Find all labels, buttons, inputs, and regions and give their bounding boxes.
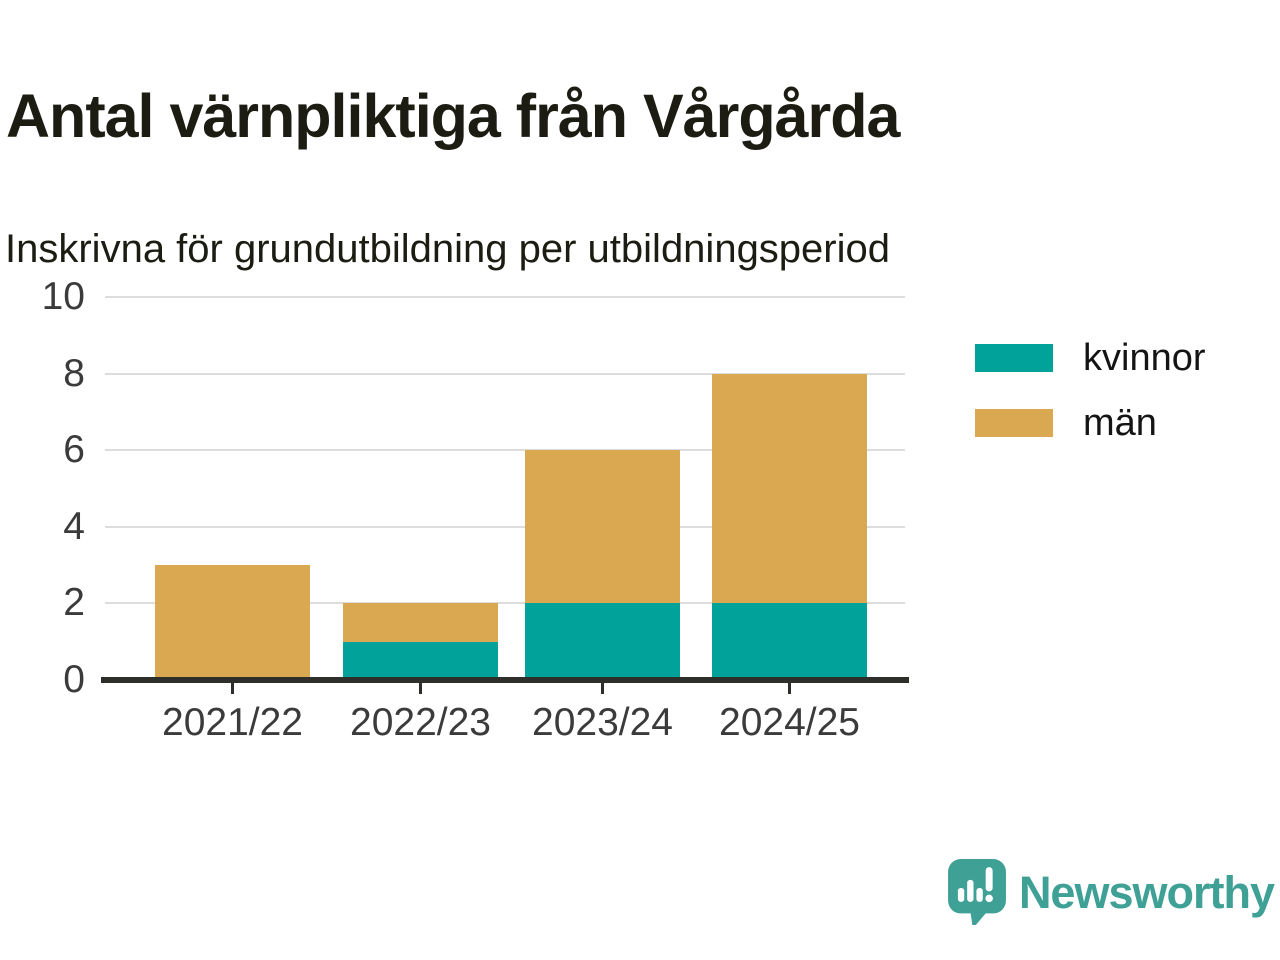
bar-segment-män [712, 373, 867, 604]
bar-segment-män [343, 603, 498, 642]
gridline [105, 525, 905, 528]
x-axis-tick [601, 680, 604, 694]
bar-segment-män [525, 450, 680, 604]
x-axis-tick-label: 2021/22 [162, 701, 303, 744]
x-axis-tick [419, 680, 422, 694]
y-axis-tick-label: 0 [63, 658, 85, 701]
y-axis-tick-label: 6 [63, 428, 85, 472]
chart-area: 0 2 4 6 8 10 2021/22 2022/23 2023/24 2024/25 [42, 275, 909, 744]
brand-lockup: Newsworthy [947, 859, 1275, 925]
legend-label: män [1083, 402, 1157, 444]
x-axis-tick-label: 2022/23 [350, 701, 491, 744]
legend-item: kvinnor [975, 339, 1206, 377]
gridline [105, 449, 905, 452]
page-subtitle: Inskrivna för grundutbildning per utbild… [5, 227, 890, 272]
bar-segment-kvinnor [712, 603, 867, 680]
gridline [105, 602, 905, 605]
x-axis-line [101, 677, 909, 683]
bar-segment-män [155, 565, 310, 680]
gridline [105, 296, 905, 298]
legend-item: män [975, 404, 1206, 442]
x-axis-tick [788, 680, 791, 694]
legend-swatch [975, 409, 1053, 437]
y-axis-tick-label: 4 [63, 504, 85, 548]
newsworthy-chart-bubble-icon [947, 859, 1006, 925]
x-axis-tick-label: 2024/25 [719, 701, 860, 744]
brand-name: Newsworthy [1018, 866, 1275, 918]
y-axis-tick-label: 8 [63, 351, 85, 395]
x-axis-tick-label: 2023/24 [532, 701, 673, 744]
bar-segment-kvinnor [343, 641, 498, 680]
page-title: Antal värnpliktiga från Vårgårda [6, 81, 900, 150]
x-axis-tick [231, 680, 234, 694]
chart-legend: kvinnor män [975, 339, 1206, 442]
legend-label: kvinnor [1083, 337, 1206, 379]
y-axis-tick-label: 2 [63, 581, 85, 625]
bar-segment-kvinnor [525, 603, 680, 680]
gridline [105, 372, 905, 375]
legend-swatch [975, 344, 1053, 372]
y-axis-tick-label: 10 [41, 275, 85, 318]
